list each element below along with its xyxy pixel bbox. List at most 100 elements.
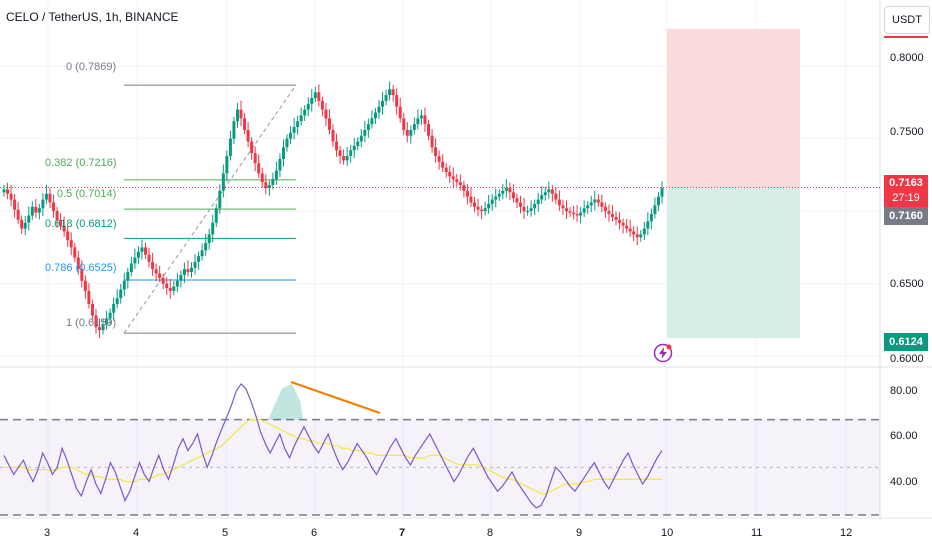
candle-body <box>119 289 123 299</box>
candle-body <box>154 269 158 274</box>
candle-body <box>232 121 236 139</box>
candle-body <box>158 273 162 278</box>
candle-body <box>306 103 310 110</box>
candle-body <box>381 100 385 107</box>
candle-body <box>218 190 222 209</box>
fib-label-05: 0.5 (0.7014) <box>57 188 117 200</box>
price-tick: 0.6000 <box>890 353 924 365</box>
candle-body <box>228 138 232 157</box>
candle-body <box>235 109 239 122</box>
candle-body <box>402 118 406 130</box>
lightning-icon[interactable] <box>653 343 673 363</box>
candle-body <box>324 109 328 119</box>
candle-body <box>331 129 335 142</box>
candle-body <box>186 269 190 273</box>
candle-body <box>23 222 27 229</box>
time-tick: 3 <box>44 527 51 539</box>
candle-body <box>384 95 388 101</box>
candle-body <box>69 240 73 248</box>
time-tick: 8 <box>487 527 494 539</box>
candle-body <box>600 202 604 207</box>
candle-body <box>211 222 215 235</box>
currency-button[interactable]: USDT <box>884 6 930 34</box>
candle-body <box>27 215 31 223</box>
candle-body <box>327 118 331 130</box>
candle-body <box>9 193 13 200</box>
candle-body <box>557 199 561 206</box>
candle-body <box>193 261 197 268</box>
candle-body <box>62 225 66 232</box>
candle-body <box>108 312 112 319</box>
price-tick: 0.8000 <box>890 52 924 64</box>
fib-label-0618: 0.618 (0.6812) <box>45 218 117 230</box>
symbol-title[interactable]: CELO / TetherUS, 1h, BINANCE <box>6 10 179 24</box>
candle-body <box>589 202 593 206</box>
candle-body <box>412 124 416 130</box>
candle-body <box>161 277 165 284</box>
candle-body <box>179 274 183 281</box>
candle-body <box>515 198 519 203</box>
candle-body <box>550 189 554 194</box>
candle-body <box>257 163 261 174</box>
candle-body <box>441 161 445 168</box>
candle-body <box>561 205 565 209</box>
candle-body <box>642 228 646 235</box>
candle-body <box>34 206 38 213</box>
candle-body <box>87 290 91 304</box>
candle-body <box>487 203 491 209</box>
candle-body <box>225 156 229 174</box>
candle-body <box>533 203 537 209</box>
candle-body <box>398 106 402 119</box>
candle-body <box>518 202 522 207</box>
rsi-tick: 40.00 <box>890 476 918 488</box>
candle-body <box>133 257 137 264</box>
candle-body <box>451 176 455 180</box>
candle-body <box>129 263 133 273</box>
candle-body <box>593 199 597 203</box>
candle-body <box>292 127 296 133</box>
candle-body <box>427 124 431 136</box>
candle-body <box>101 324 105 331</box>
candle-body <box>189 267 193 273</box>
time-tick: 12 <box>840 527 853 539</box>
candle-body <box>165 283 169 289</box>
candle-body <box>458 182 462 186</box>
candle-body <box>607 211 611 215</box>
candle-body <box>614 216 618 220</box>
candle-body <box>66 231 70 241</box>
candle-body <box>94 315 98 328</box>
candle-body <box>490 199 494 204</box>
candle-body <box>151 261 155 270</box>
candle-body <box>582 208 586 213</box>
candle-body <box>246 129 250 142</box>
candle-body <box>44 193 48 200</box>
candle-body <box>596 199 600 203</box>
candle-body <box>285 138 289 148</box>
candle-body <box>529 208 533 212</box>
candle-body <box>370 118 374 125</box>
stop-loss-zone <box>667 29 800 188</box>
candle-body <box>366 124 370 130</box>
time-tick: 5 <box>222 527 229 539</box>
candle-body <box>660 187 664 197</box>
candle-body <box>80 269 84 281</box>
candle-body <box>250 141 254 154</box>
fib-label-0: 0 (0.7869) <box>66 61 117 73</box>
candle-body <box>2 189 6 193</box>
rsi-band <box>0 419 880 515</box>
candle-body <box>41 199 45 209</box>
candle-body <box>416 118 420 125</box>
rsi-overbought-fill <box>268 383 303 420</box>
candle-body <box>448 171 452 177</box>
candle-body <box>646 221 650 229</box>
candle-body <box>572 212 576 215</box>
candle-body <box>98 327 102 331</box>
candle-body <box>434 147 438 157</box>
candle-body <box>543 192 547 196</box>
fib-trend-line <box>123 84 297 334</box>
candle-body <box>632 231 636 235</box>
entry-price-badge: 0.7160 <box>884 207 928 225</box>
candle-body <box>465 190 469 197</box>
candle-body <box>253 153 257 164</box>
